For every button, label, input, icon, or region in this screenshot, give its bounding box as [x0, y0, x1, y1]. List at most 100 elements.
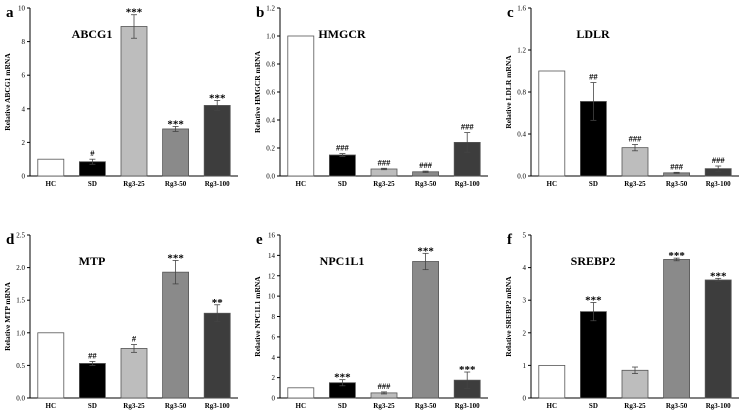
- x-tick-label: Rg3-50: [666, 402, 688, 410]
- significance-label: ***: [668, 250, 685, 262]
- bar: [120, 348, 148, 399]
- bar: [120, 26, 148, 177]
- panel-letter: b: [256, 5, 264, 21]
- chart-panel-e: e 0 2 4 6 8 10 12 14 16 Relative NPC1L1 mRNA NPC1L1…: [253, 232, 488, 410]
- x-tick-label: Rg3-100: [706, 402, 731, 410]
- significance-label: ***: [417, 245, 434, 257]
- x-tick-label: Rg3-100: [455, 402, 480, 410]
- x-tick-label: SD: [589, 180, 598, 188]
- bar: [538, 70, 566, 177]
- x-tick-label: Rg3-25: [373, 180, 395, 188]
- y-tick-label: 3: [523, 297, 527, 305]
- significance-label: ***: [209, 92, 226, 104]
- significance-label: ###: [629, 134, 643, 144]
- y-tick-label: 0: [22, 173, 26, 181]
- y-tick-label: 2: [523, 329, 527, 337]
- y-tick-label: 16: [268, 232, 276, 240]
- y-tick-label: 0.0: [517, 173, 526, 181]
- chart-panel-c: c 0.0 0.4 0.8 1.2 1.6 Relative LDLR mRNA LDLR HC…: [504, 5, 739, 188]
- y-axis-label: Relative NPC1L1 mRNA: [253, 276, 262, 357]
- y-tick-label: 0: [523, 395, 527, 403]
- chart-title: SREBP2: [571, 254, 616, 268]
- y-tick-label: 0.8: [266, 61, 275, 69]
- x-tick-label: Rg3-25: [373, 402, 395, 410]
- significance-label: ***: [585, 294, 602, 306]
- significance-label: ***: [167, 118, 184, 130]
- y-tick-label: 0: [272, 395, 276, 403]
- panel-letter: a: [6, 5, 14, 21]
- chart-panel-d: d 0.0 0.5 1.0 1.5 2.0 2.5 Relative MTP mRNA MTP H…: [3, 232, 238, 410]
- y-tick-label: 0.4: [266, 117, 275, 125]
- bar: [162, 271, 190, 399]
- panel-letter: f: [507, 232, 513, 248]
- significance-label: ***: [710, 270, 727, 282]
- y-tick-label: 2.0: [16, 264, 25, 272]
- significance-label: #: [132, 334, 137, 344]
- y-axis-label: Relative LDLR mRNA: [504, 55, 513, 129]
- x-tick-label: HC: [46, 402, 57, 410]
- bar: [621, 147, 649, 177]
- chart-title: LDLR: [576, 27, 610, 41]
- bar: [328, 154, 356, 177]
- x-tick-label: SD: [589, 402, 598, 410]
- x-tick-label: Rg3-50: [415, 180, 437, 188]
- significance-label: ***: [459, 364, 476, 376]
- chart-title: NPC1L1: [320, 254, 365, 268]
- significance-label: ***: [167, 252, 184, 264]
- y-tick-label: 0.0: [16, 395, 25, 403]
- significance-label: ***: [126, 7, 143, 19]
- x-tick-label: Rg3-25: [624, 402, 646, 410]
- x-tick-label: SD: [88, 180, 97, 188]
- y-tick-label: 1: [523, 362, 527, 370]
- bar: [37, 332, 65, 399]
- significance-label: ###: [419, 160, 433, 170]
- y-tick-label: 2.5: [16, 232, 25, 240]
- y-tick-label: 8: [272, 313, 276, 321]
- y-tick-label: 4: [272, 354, 276, 362]
- y-tick-label: 0.5: [16, 362, 25, 370]
- x-tick-label: Rg3-50: [165, 402, 187, 410]
- significance-label: #: [90, 148, 95, 158]
- y-tick-label: 2: [22, 139, 26, 147]
- bar: [203, 312, 231, 399]
- y-axis-label: Relative MTP mRNA: [3, 282, 12, 351]
- y-tick-label: 5: [523, 232, 527, 240]
- y-tick-label: 6: [22, 72, 26, 80]
- significance-label: ##: [589, 72, 598, 82]
- bar: [663, 259, 690, 399]
- x-tick-label: SD: [338, 402, 347, 410]
- x-tick-label: HC: [296, 180, 307, 188]
- chart-panel-f: f 0 1 2 3 4 5 Relative SREBP2 mRNA SREBP2 HC *** SD…: [504, 232, 739, 410]
- significance-label: ###: [712, 155, 726, 165]
- y-tick-label: 0.0: [266, 173, 275, 181]
- x-tick-label: Rg3-50: [415, 402, 437, 410]
- chart-panel-b: b 0.0 0.2 0.4 0.6 0.8 1.0 1.2 Relative HMGCR mRN…: [253, 5, 488, 188]
- chart-title: ABCG1: [72, 27, 113, 41]
- significance-label: ###: [670, 161, 684, 171]
- x-tick-label: SD: [88, 402, 97, 410]
- y-tick-label: 0.8: [517, 89, 526, 97]
- y-tick-label: 6: [272, 333, 276, 341]
- bar: [704, 279, 732, 399]
- chart-panel-a: a 0 2 4 6 8 10 Relative ABCG1 mRNA ABCG1 HC # SD ***…: [3, 5, 238, 188]
- y-tick-label: 0.6: [266, 89, 275, 97]
- y-tick-label: 10: [268, 293, 276, 301]
- bar: [203, 105, 231, 177]
- x-tick-label: HC: [547, 180, 558, 188]
- x-tick-label: HC: [547, 402, 558, 410]
- significance-label: ###: [378, 381, 392, 391]
- x-tick-label: Rg3-100: [455, 180, 480, 188]
- bar: [412, 261, 440, 399]
- panel-letter: c: [507, 5, 514, 21]
- panel-letter: e: [256, 232, 263, 248]
- x-tick-label: Rg3-100: [205, 180, 230, 188]
- y-tick-label: 1.2: [517, 47, 526, 55]
- significance-label: **: [212, 297, 224, 309]
- y-axis-label: Relative SREBP2 mRNA: [504, 276, 513, 357]
- y-tick-label: 8: [22, 38, 26, 46]
- panel-letter: d: [6, 232, 15, 248]
- y-tick-label: 1.0: [266, 33, 275, 41]
- x-tick-label: Rg3-100: [205, 402, 230, 410]
- y-tick-label: 10: [18, 5, 26, 13]
